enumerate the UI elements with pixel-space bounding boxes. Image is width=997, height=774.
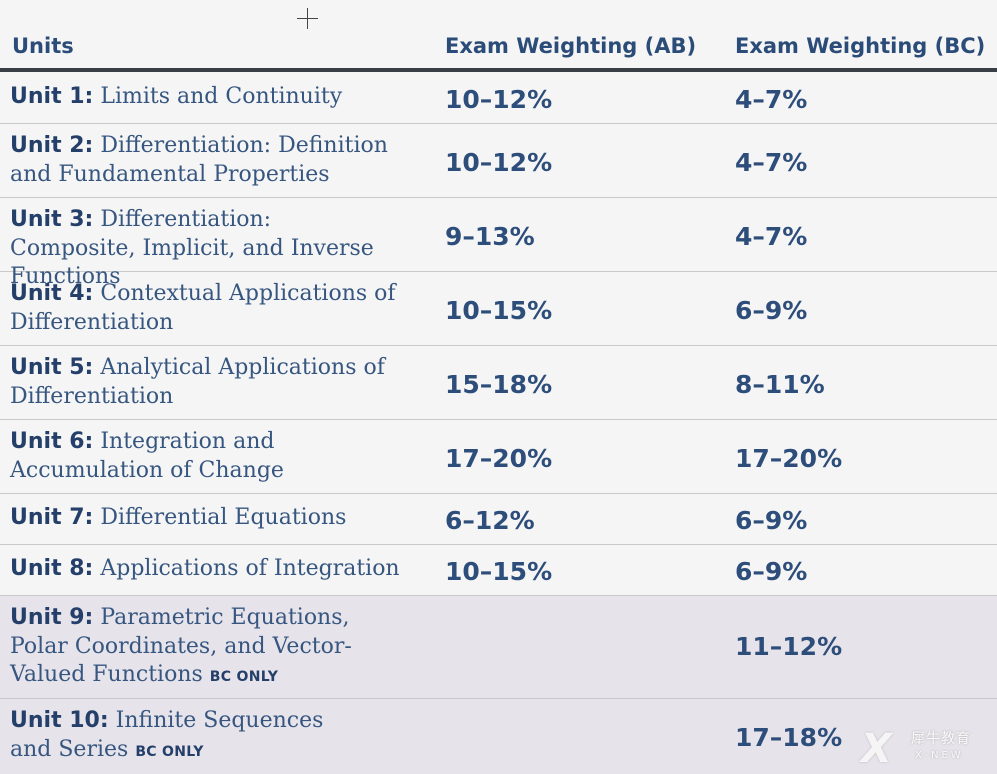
bc-weighting: 6–9% [735,296,808,325]
unit-cell: Unit 2: Differentiation: Definition and … [10,132,390,189]
unit-tag: Unit 3: [10,207,94,232]
unit-cell: Unit 10: Infinite Sequences and Series B… [10,707,370,766]
watermark-x-icon: X [861,726,892,772]
unit-tag: Unit 8: [10,556,94,581]
unit-title: Contextual Applications of Differentiati… [10,281,396,335]
bc-weighting: 4–7% [735,222,808,251]
unit-cell: Unit 6: Integration and Accumulation of … [10,428,310,485]
table-header: Units Exam Weighting (AB) Exam Weighting… [0,0,997,72]
unit-tag: Unit 9: [10,605,94,630]
watermark-logo: X 犀牛教育 X-NEW [861,724,991,772]
bc-weighting: 17–20% [735,444,843,473]
crosshair-cursor-icon [297,8,318,29]
unit-title: Integration and Accumulation of Change [10,429,284,483]
ab-weighting: 9–13% [445,222,535,251]
bc-weighting: 4–7% [735,85,808,114]
header-exam-weighting-ab: Exam Weighting (AB) [445,34,697,58]
header-exam-weighting-bc: Exam Weighting (BC) [735,34,986,58]
ab-weighting: 10–12% [445,85,553,114]
ab-weighting: 10–15% [445,296,553,325]
ab-weighting: 6–12% [445,506,535,535]
bc-weighting: 8–11% [735,370,825,399]
unit-cell: Unit 7: Differential Equations [10,504,430,533]
watermark-cn-text: 犀牛教育 [911,731,971,747]
table-row: Unit 3: Differentiation: Composite, Impl… [0,198,997,289]
unit-cell: Unit 3: Differentiation: Composite, Impl… [10,206,400,292]
table-row-bc-only: Unit 10: Infinite Sequences and Series B… [0,699,997,774]
table-body: Unit 1: Limits and Continuity 10–12% 4–7… [0,72,997,774]
bc-weighting: 4–7% [735,148,808,177]
unit-title: Infinite Sequences and Series [10,708,324,762]
table-row: Unit 2: Differentiation: Definition and … [0,124,997,198]
unit-cell: Unit 9: Parametric Equations, Polar Coor… [10,604,410,692]
unit-tag: Unit 10: [10,708,109,733]
table-row: Unit 4: Contextual Applications of Diffe… [0,272,997,346]
bc-weighting: 6–9% [735,506,808,535]
unit-title: Limits and Continuity [100,84,343,109]
unit-title: Parametric Equations, Polar Coordinates,… [10,605,352,687]
table-row: Unit 7: Differential Equations 6–12% 6–9… [0,494,997,545]
unit-title: Differential Equations [100,505,347,530]
unit-cell: Unit 4: Contextual Applications of Diffe… [10,280,400,337]
ab-weighting: 10–15% [445,557,553,586]
unit-title: Differentiation: Composite, Implicit, an… [10,207,374,289]
ab-weighting: 10–12% [445,148,553,177]
table-row: Unit 1: Limits and Continuity 10–12% 4–7… [0,72,997,124]
unit-tag: Unit 2: [10,133,94,158]
header-units: Units [12,34,74,58]
unit-tag: Unit 4: [10,281,94,306]
unit-tag: Unit 6: [10,429,94,454]
unit-tag: Unit 5: [10,355,94,380]
unit-title: Differentiation: Definition and Fundamen… [10,133,388,187]
table-row: Unit 8: Applications of Integration 10–1… [0,545,997,596]
unit-cell: Unit 1: Limits and Continuity [10,83,430,112]
bc-weighting: 6–9% [735,557,808,586]
unit-title: Applications of Integration [100,556,400,581]
ab-weighting: 17–20% [445,444,553,473]
table-row: Unit 6: Integration and Accumulation of … [0,420,997,494]
table-row: Unit 5: Analytical Applications of Diffe… [0,346,997,420]
bc-weighting: 17–18% [735,723,843,752]
watermark-en-text: X-NEW [915,750,964,761]
unit-cell: Unit 5: Analytical Applications of Diffe… [10,354,400,411]
unit-tag: Unit 1: [10,84,94,109]
unit-title: Analytical Applications of Differentiati… [10,355,385,409]
bc-only-label: BC ONLY [135,743,204,760]
bc-only-label: BC ONLY [209,669,279,685]
unit-tag: Unit 7: [10,505,94,530]
unit-cell: Unit 8: Applications of Integration [10,555,430,584]
bc-weighting: 11–12% [735,632,843,661]
table-row-bc-only: Unit 9: Parametric Equations, Polar Coor… [0,596,997,699]
ab-weighting: 15–18% [445,370,553,399]
